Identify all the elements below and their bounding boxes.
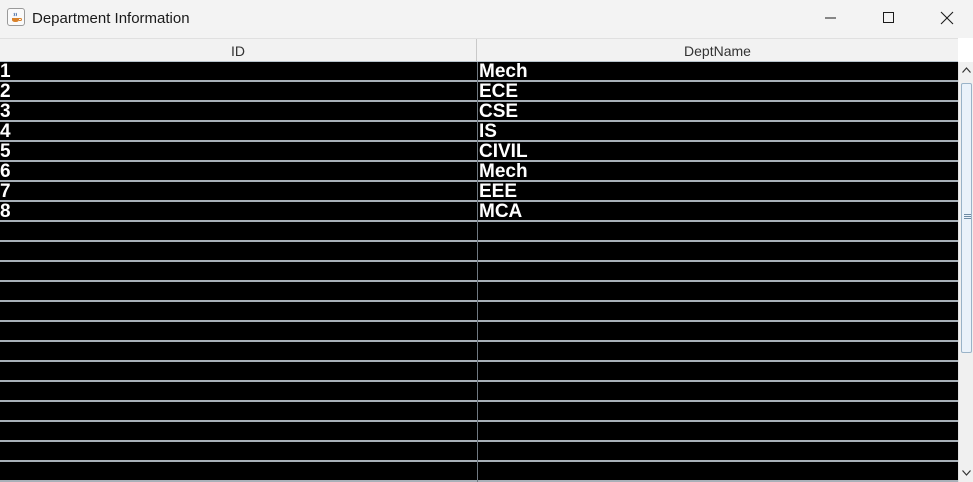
cell-id[interactable]: 6 (0, 162, 11, 180)
table-header: ID DeptName (0, 38, 958, 62)
cell-id[interactable] (0, 342, 477, 360)
table-row[interactable]: 4 IS (0, 122, 958, 142)
cell-deptname[interactable]: Mech (479, 62, 528, 80)
maximize-button[interactable] (860, 0, 918, 36)
grip-icon (964, 214, 971, 219)
table-row[interactable]: 2 ECE (0, 82, 958, 102)
cell-deptname[interactable]: CIVIL (479, 142, 528, 160)
table-row[interactable] (0, 222, 958, 242)
cell-id[interactable] (0, 302, 477, 320)
table-row[interactable] (0, 342, 958, 362)
minimize-button[interactable] (802, 0, 860, 36)
scrollbar-thumb[interactable] (961, 83, 972, 353)
close-icon (940, 11, 954, 25)
table-row[interactable] (0, 442, 958, 462)
cell-deptname[interactable] (479, 282, 956, 300)
cell-id[interactable] (0, 442, 477, 460)
cell-deptname[interactable]: MCA (479, 202, 523, 220)
table-row[interactable]: 1 Mech (0, 62, 958, 82)
cell-deptname[interactable] (479, 382, 956, 400)
cell-id[interactable]: 2 (0, 82, 11, 100)
department-table: 8 MCA 7 EEE 6 Mech 5 CIVIL 4 IS 3 CSE 2 ECE 1 Mech (0, 62, 958, 482)
cell-id[interactable] (0, 422, 477, 440)
cell-id[interactable]: 7 (0, 182, 11, 200)
cell-id[interactable]: 3 (0, 102, 11, 120)
cell-id[interactable] (0, 242, 477, 260)
table-row[interactable] (0, 302, 958, 322)
column-header-id[interactable]: ID (0, 39, 477, 61)
window-title: Department Information (32, 10, 190, 27)
table-row[interactable] (0, 402, 958, 422)
title-bar[interactable]: Department Information (0, 0, 973, 38)
cell-deptname[interactable] (479, 242, 956, 260)
table-row[interactable]: 7 EEE (0, 182, 958, 202)
cell-id[interactable] (0, 322, 477, 340)
cell-id[interactable] (0, 282, 477, 300)
cell-id[interactable]: 4 (0, 122, 11, 140)
table-row[interactable] (0, 462, 958, 482)
cell-deptname[interactable]: IS (479, 122, 497, 140)
table-row[interactable] (0, 322, 958, 342)
table-row[interactable] (0, 422, 958, 442)
cell-deptname[interactable] (479, 402, 956, 420)
cell-deptname[interactable] (479, 362, 956, 380)
scroll-up-arrow-icon[interactable] (962, 67, 971, 73)
cell-id[interactable] (0, 222, 477, 240)
cell-deptname[interactable] (479, 422, 956, 440)
vertical-scrollbar[interactable] (958, 62, 973, 482)
cell-id[interactable] (0, 462, 477, 480)
column-header-deptname[interactable]: DeptName (684, 43, 751, 59)
cell-id[interactable] (0, 262, 477, 280)
table-row[interactable] (0, 242, 958, 262)
cell-id[interactable] (0, 402, 477, 420)
cell-id[interactable]: 5 (0, 142, 11, 160)
table-row[interactable]: 3 CSE (0, 102, 958, 122)
maximize-icon (883, 12, 894, 23)
cell-deptname[interactable] (479, 302, 956, 320)
table-row[interactable] (0, 282, 958, 302)
table-row[interactable]: 8 MCA (0, 202, 958, 222)
cell-id[interactable]: 8 (0, 202, 11, 220)
cell-deptname[interactable] (479, 322, 956, 340)
cell-deptname[interactable] (479, 262, 956, 280)
scroll-down-arrow-icon[interactable] (962, 470, 971, 476)
cell-deptname[interactable] (479, 462, 956, 480)
cell-id[interactable] (0, 362, 477, 380)
cell-deptname[interactable]: CSE (479, 102, 519, 120)
column-divider (477, 62, 478, 482)
table-row[interactable] (0, 382, 958, 402)
cell-id[interactable]: 1 (0, 62, 11, 80)
table-row[interactable]: 6 Mech (0, 162, 958, 182)
table-row[interactable] (0, 262, 958, 282)
cell-id[interactable] (0, 382, 477, 400)
table-row[interactable] (0, 362, 958, 382)
cell-deptname[interactable] (479, 442, 956, 460)
cell-deptname[interactable] (479, 342, 956, 360)
cell-deptname[interactable] (479, 222, 956, 240)
close-button[interactable] (918, 0, 973, 36)
cell-deptname[interactable]: Mech (479, 162, 528, 180)
java-cup-icon[interactable] (7, 8, 25, 26)
minimize-icon (825, 17, 836, 19)
cell-deptname[interactable]: ECE (479, 82, 519, 100)
table-row[interactable]: 5 CIVIL (0, 142, 958, 162)
cell-deptname[interactable]: EEE (479, 182, 518, 200)
